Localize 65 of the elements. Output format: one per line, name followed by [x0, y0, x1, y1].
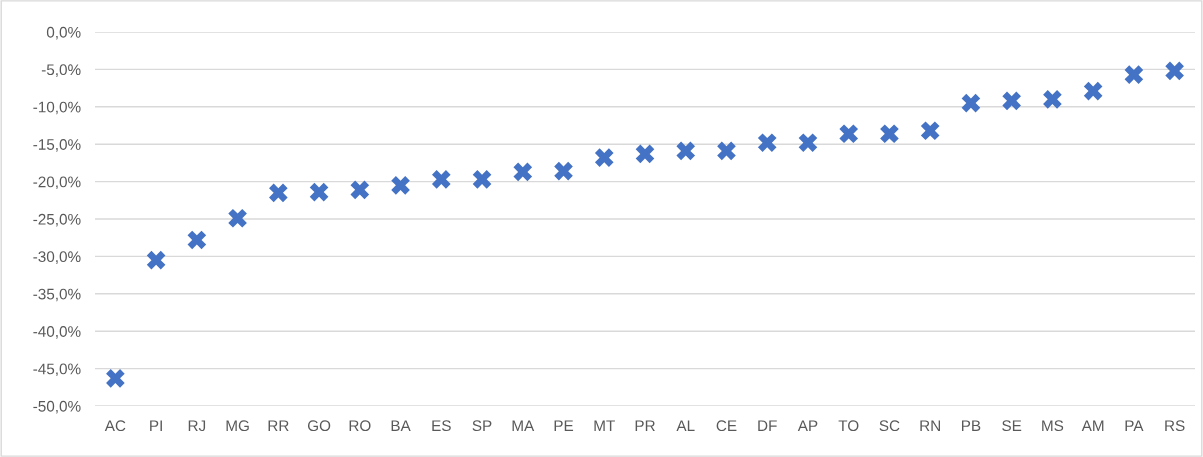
x-tick-label: MA	[512, 420, 535, 431]
x-tick-label: CE	[716, 420, 737, 432]
point	[554, 161, 573, 181]
x-tick-label: AL	[676, 420, 695, 431]
point	[839, 124, 859, 144]
point	[391, 176, 410, 195]
y-tick-label: -5,0%	[41, 64, 81, 77]
point	[1124, 65, 1144, 84]
point	[1043, 90, 1062, 109]
y-tick-label: -50,0%	[33, 400, 81, 414]
point	[146, 250, 166, 270]
point	[594, 148, 614, 167]
point	[472, 170, 492, 189]
point	[228, 208, 247, 228]
point	[106, 369, 125, 388]
x-tick-label: SP	[472, 420, 492, 432]
point	[920, 121, 940, 141]
y-tick-label: -25,0%	[33, 213, 81, 227]
point	[757, 133, 777, 153]
x-tick-label: AM	[1081, 420, 1104, 431]
x-tick-label: AP	[797, 420, 818, 431]
x-tick-label: ES	[432, 420, 451, 432]
y-tick-label: -40,0%	[33, 326, 81, 339]
point	[187, 230, 207, 250]
point	[880, 124, 899, 144]
x-tick-label: MG	[226, 420, 249, 432]
x-tick-label: MS	[1042, 420, 1064, 432]
x-tick-label: PB	[961, 420, 981, 431]
point	[798, 133, 818, 153]
x-tick-label: PE	[554, 420, 574, 431]
x-tick-label: TO	[838, 420, 859, 432]
point	[269, 183, 288, 203]
y-tick-label: -45,0%	[33, 363, 81, 377]
point	[635, 144, 655, 164]
x-tick-label: PR	[635, 420, 655, 431]
y-tick-label: 0,0%	[46, 26, 81, 40]
point	[1083, 81, 1103, 101]
point	[717, 141, 736, 161]
y-tick-label: -30,0%	[33, 251, 81, 264]
y-tick-label: -15,0%	[33, 139, 81, 152]
x-tick-label: RO	[349, 420, 371, 432]
x-tick-label: BA	[391, 420, 411, 431]
point	[961, 93, 981, 113]
x-tick-label: DF	[758, 420, 777, 431]
x-tick-label: MT	[594, 420, 615, 431]
point	[1165, 61, 1184, 81]
point	[431, 170, 451, 189]
y-tick-label: -20,0%	[33, 176, 81, 190]
x-tick-label: PA	[1125, 420, 1144, 431]
x-tick-label: SE	[1002, 420, 1022, 432]
point	[309, 182, 329, 202]
y-tick-label: -35,0%	[33, 288, 81, 302]
x-tick-label: SC	[879, 420, 900, 432]
point	[676, 141, 696, 161]
point	[350, 180, 370, 200]
x-tick-label: RS	[1165, 420, 1185, 432]
x-tick-label: RN	[920, 420, 940, 431]
x-tick-label: PI	[150, 420, 162, 431]
x-tick-label: AC	[104, 420, 126, 432]
y-tick-label: -10,0%	[33, 101, 81, 115]
point	[1002, 91, 1021, 111]
point	[513, 162, 533, 182]
x-tick-label: GO	[307, 420, 331, 432]
x-tick-label: RR	[268, 420, 289, 431]
x-tick-label: RJ	[188, 420, 206, 432]
